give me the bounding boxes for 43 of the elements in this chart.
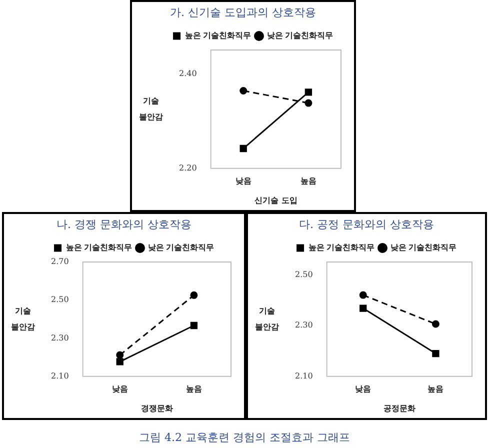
x-axis-title: 신기술 도입: [254, 196, 298, 206]
x-tick-label: 높음: [300, 176, 316, 186]
x-axis-title: 경쟁문화: [140, 404, 173, 414]
caption: 그림 4.2 교육훈련 경험의 조절효과 그래프: [138, 430, 351, 445]
y-tick-label: 2.20: [179, 163, 197, 172]
x-tick-label: 높음: [186, 384, 202, 394]
x-tick-label: 높음: [428, 384, 444, 394]
x-tick-label: 낮음: [355, 384, 372, 394]
point: [116, 358, 124, 366]
chart-title: 가. 신기술 도입과의 상호작용: [169, 5, 317, 20]
point: [359, 291, 367, 299]
point: [432, 320, 440, 328]
y-tick-label: 2.40: [179, 68, 197, 78]
y-tick-label: 2.50: [51, 295, 69, 304]
y-tick-label: 2.10: [295, 371, 313, 380]
y-axis-title: 기술 불안감: [139, 96, 163, 122]
x-tick-label: 낮음: [235, 176, 252, 186]
legend-label: 높은 기술친화직무: [66, 243, 132, 252]
legend-label: 낮은 기술친화직무: [267, 31, 334, 40]
point: [360, 304, 367, 312]
y-axis-title: 기술 불안감: [255, 306, 279, 332]
y-axis-title: 기술 불안감: [11, 306, 35, 332]
point: [304, 88, 312, 96]
y-tick-label: 2.70: [51, 257, 69, 266]
point: [240, 144, 247, 152]
legend-label: 높은 기술친화직무: [184, 31, 252, 40]
x-axis-title: 공정문화: [383, 404, 416, 414]
legend-label: 낮은 기술친화직무: [148, 243, 214, 252]
point: [116, 351, 124, 359]
legend-label: 낮은 기술친화직무: [390, 243, 457, 252]
point: [304, 99, 312, 107]
point: [240, 86, 248, 94]
chart-title: 나. 경쟁 문화와의 상호작용: [56, 217, 192, 232]
legend-label: 높은 기술친화직무: [308, 243, 375, 252]
chart-title: 다. 공정 문화와의 상호작용: [298, 217, 435, 232]
y-tick-label: 2.10: [51, 371, 69, 380]
point: [190, 291, 198, 299]
point: [432, 350, 440, 358]
y-tick-label: 2.30: [295, 320, 313, 330]
x-tick-label: 낮음: [112, 384, 128, 394]
y-tick-label: 2.30: [51, 333, 69, 342]
y-tick-label: 2.50: [295, 270, 313, 279]
point: [190, 322, 198, 330]
